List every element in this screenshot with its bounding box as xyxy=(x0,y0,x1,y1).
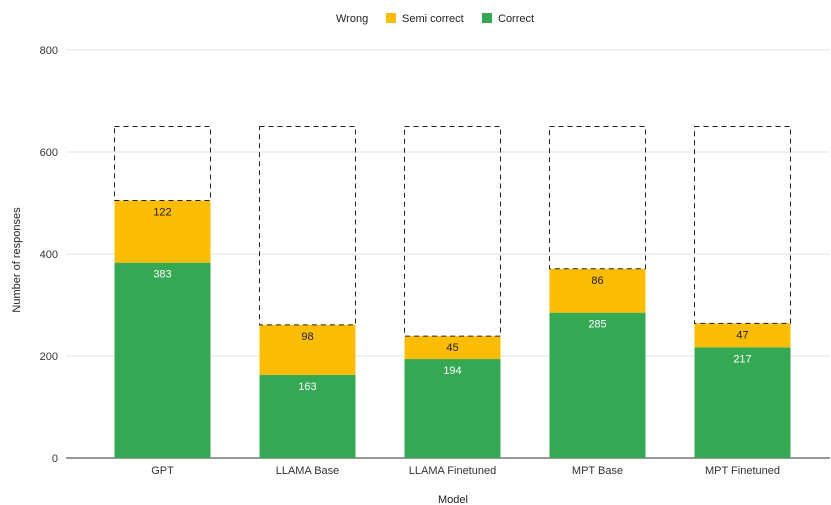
bar-wrong xyxy=(404,126,501,337)
bar-correct xyxy=(694,347,791,458)
data-label: 86 xyxy=(591,275,603,287)
bar-wrong xyxy=(549,126,646,270)
data-label: 163 xyxy=(298,381,316,393)
data-labels: 383 122 163 98 194 45 285 86 217 47 xyxy=(153,206,751,392)
data-label: 194 xyxy=(443,365,461,377)
bar-wrong xyxy=(259,126,356,326)
y-tick-label: 400 xyxy=(40,249,58,261)
bar-semi-correct xyxy=(259,324,356,375)
bar-wrong xyxy=(114,126,211,201)
bar-semi-correct xyxy=(114,200,211,263)
y-tick-label: 200 xyxy=(40,351,58,363)
y-tick-label: 600 xyxy=(40,147,58,159)
x-tick-label: LLAMA Base xyxy=(276,465,340,477)
data-label: 217 xyxy=(733,353,751,365)
data-label: 45 xyxy=(446,342,458,354)
legend-label: Semi correct xyxy=(402,13,464,25)
y-tick-label: 800 xyxy=(40,45,58,57)
data-label: 383 xyxy=(153,269,171,281)
legend-label: Wrong xyxy=(336,13,368,25)
x-axis-title: Model xyxy=(438,494,468,505)
bar-correct xyxy=(549,312,646,458)
data-label: 122 xyxy=(153,206,171,218)
y-tick-label: 0 xyxy=(52,453,58,465)
x-tick-label: MPT Finetuned xyxy=(705,465,780,477)
x-tick-label: LLAMA Finetuned xyxy=(409,465,496,477)
bar-correct xyxy=(259,374,356,458)
data-label: 47 xyxy=(736,329,748,341)
legend: Wrong Semi correct Correct xyxy=(336,13,534,25)
data-label: 98 xyxy=(301,331,313,343)
bar-semi-correct xyxy=(549,268,646,313)
bars xyxy=(114,126,791,458)
x-tick-labels: GPT LLAMA Base LLAMA Finetuned MPT Base MPT … xyxy=(151,465,780,477)
bar-semi-correct xyxy=(694,323,791,348)
legend-swatch xyxy=(386,13,396,23)
data-label: 285 xyxy=(588,319,606,331)
x-tick-label: GPT xyxy=(151,465,174,477)
bar-correct xyxy=(114,262,211,458)
legend-swatch xyxy=(482,13,492,23)
y-axis-title: Number of responses xyxy=(11,207,23,313)
bar-correct xyxy=(404,359,501,458)
legend-label: Correct xyxy=(498,13,534,25)
bar-semi-correct xyxy=(404,336,501,360)
x-tick-label: MPT Base xyxy=(572,465,623,477)
y-tick-labels: 0 200 400 600 800 xyxy=(40,45,58,465)
bar-wrong xyxy=(694,126,791,324)
